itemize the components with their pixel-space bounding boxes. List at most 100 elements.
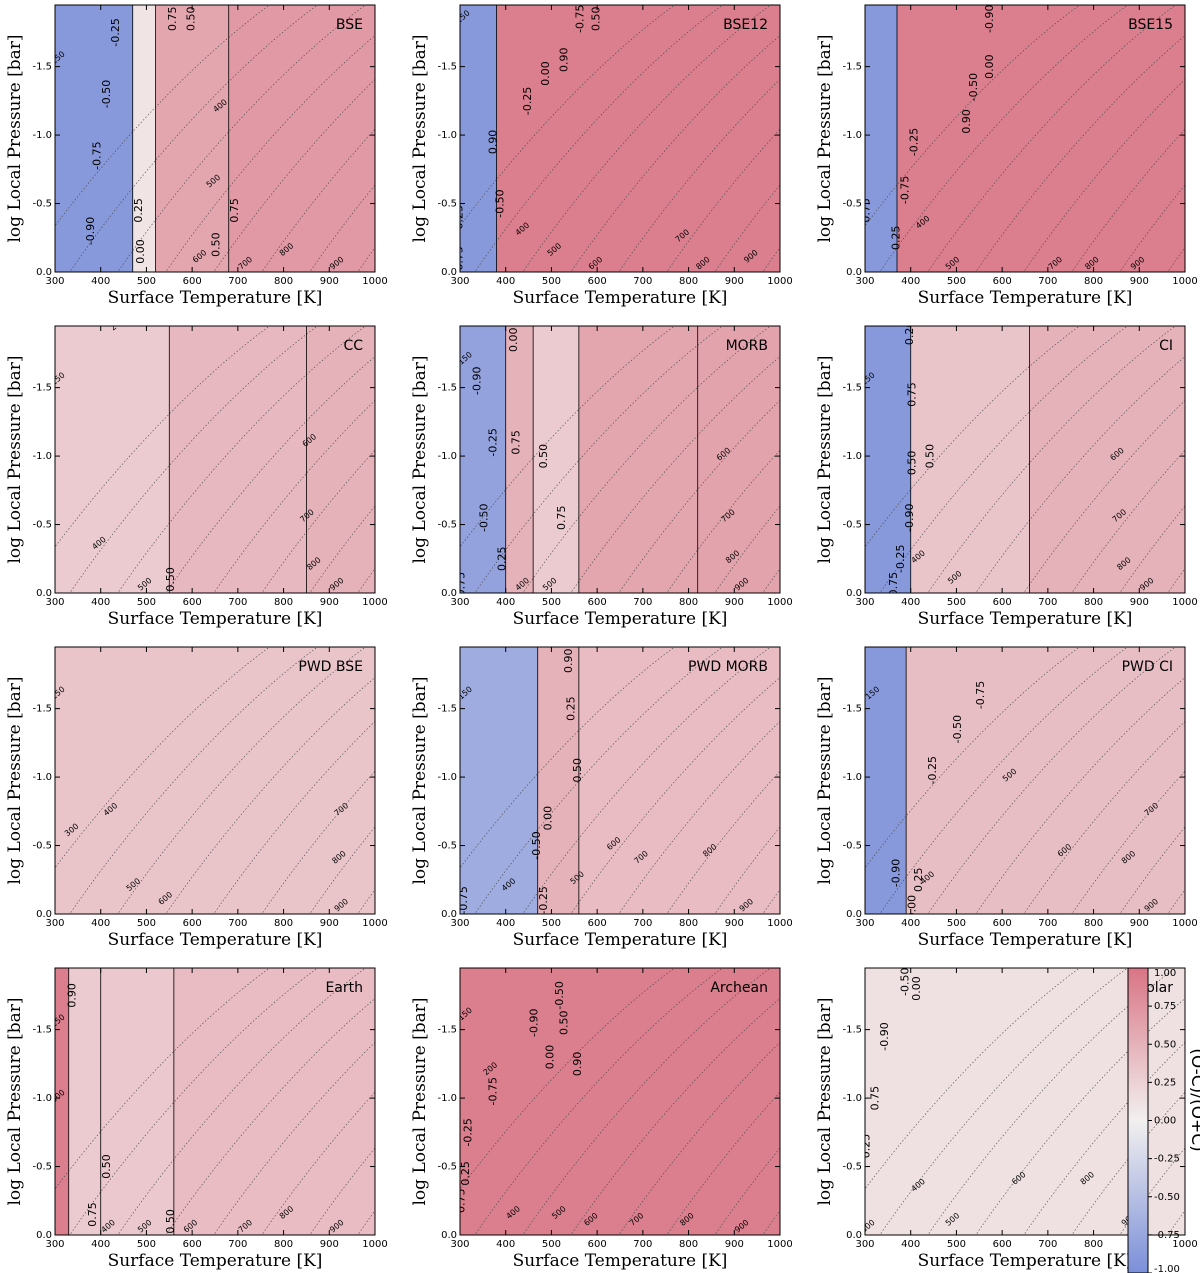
heatmap-base [865, 5, 1185, 272]
axes-frame [54, 646, 376, 915]
x-tick-label: 900 [320, 1239, 339, 1250]
x-tick-label: 400 [901, 1239, 920, 1250]
contour-label: 0.00 [507, 327, 520, 352]
x-tick-label: 700 [633, 276, 652, 287]
y-tick-label: -0.5 [32, 841, 52, 852]
contour-label: 0.50 [589, 6, 602, 31]
panel-title: PWD MORB [688, 659, 768, 675]
colorbar-label: (O-C)/(O+C) [1187, 1048, 1200, 1152]
plot-area: -0.75-0.50-0.25-0.90 0.250.00150400500600… [865, 647, 1185, 914]
contour-label: 0.75 [452, 246, 465, 271]
contour-label: -0.50 [967, 73, 980, 101]
heatmap-region [865, 647, 907, 914]
contour-label: -0.90 [84, 217, 97, 245]
y-tick-label: -1.5 [32, 704, 52, 715]
isotherm-label: 300 [859, 1218, 876, 1235]
contour-label: -0.25 [461, 1118, 474, 1146]
plot-area: -0.90-0.500.000.90-0.25-0.750.250.75 4005… [865, 5, 1185, 272]
y-axis-label: log Local Pressure [bar] [410, 355, 430, 563]
contour-label: -0.75 [974, 681, 987, 709]
contour-label: -0.75 [573, 4, 586, 32]
x-tick-label: 800 [1084, 276, 1103, 287]
x-tick-label: 900 [1130, 918, 1149, 929]
contour-label: 0.25 [459, 1161, 472, 1186]
x-tick-label: 500 [542, 1239, 561, 1250]
isotherm-label: 150 [49, 1012, 66, 1029]
x-tick-label: 800 [679, 597, 698, 608]
x-axis-label: Surface Temperature [K] [513, 1251, 728, 1271]
x-tick-label: 600 [183, 1239, 202, 1250]
contour-label: -0.50 [100, 80, 113, 108]
x-tick-label: 900 [320, 597, 339, 608]
x-tick-label: 500 [542, 597, 561, 608]
x-tick-label: 900 [320, 276, 339, 287]
y-axis-label: log Local Pressure [bar] [410, 34, 430, 242]
x-tick-label: 700 [633, 918, 652, 929]
contour-label: -0.90 [878, 1022, 891, 1050]
y-tick-label: -1.5 [842, 1025, 862, 1036]
contour-label: -0.75 [898, 176, 911, 204]
x-tick-label: 700 [1038, 1239, 1057, 1250]
x-tick-label: 700 [633, 1239, 652, 1250]
y-tick-label: -0.5 [32, 520, 52, 531]
y-axis-label: log Local Pressure [bar] [410, 676, 430, 884]
contour-label: 0.50 [210, 232, 223, 257]
x-tick-label: 800 [274, 1239, 293, 1250]
heatmap-region [132, 5, 156, 272]
x-tick-label: 1000 [362, 918, 387, 929]
x-tick-label: 400 [91, 918, 110, 929]
x-tick-label: 400 [901, 276, 920, 287]
heatmap-base [460, 968, 780, 1235]
heatmap-region [169, 326, 307, 593]
x-tick-label: 1000 [767, 597, 792, 608]
contour-label: 0.25 [889, 226, 902, 251]
y-tick-label: -1.0 [437, 130, 457, 141]
contour-label: 0.25 [564, 696, 577, 721]
x-tick-label: 300 [45, 276, 64, 287]
y-tick-label: 0.0 [36, 267, 52, 278]
x-tick-label: 900 [725, 597, 744, 608]
contour-label: -0.25 [521, 87, 534, 115]
contour-label: -0.50 [493, 189, 506, 217]
contour-label: 0.50 [571, 758, 584, 783]
x-axis-label: Surface Temperature [K] [918, 609, 1133, 629]
y-tick-label: -0.5 [32, 1162, 52, 1173]
contour-label: 0.20 [903, 321, 916, 346]
panel-title: BSE15 [1128, 17, 1173, 33]
axes-frame [459, 325, 781, 594]
x-tick-label: 900 [1130, 276, 1149, 287]
plot-area: -0.75 0.50 -0.25 0.00 0.90 0.90 -0.50 0.25 0.75 1… [452, 4, 780, 272]
contour-label: -0.25 [926, 756, 939, 784]
contour-label: 0.50 [924, 444, 937, 469]
colorbar-tick-label: -0.50 [1154, 1192, 1180, 1203]
x-tick-label: 600 [588, 918, 607, 929]
x-tick-label: 600 [993, 276, 1012, 287]
panel-pwd-ci: -0.75-0.50-0.25-0.90 0.250.00150400500600… [815, 646, 1198, 950]
x-tick-label: 400 [901, 597, 920, 608]
y-tick-label: -0.5 [437, 520, 457, 531]
x-tick-label: 900 [725, 1239, 744, 1250]
x-tick-label: 900 [320, 918, 339, 929]
panel-title: MORB [726, 338, 768, 354]
contour-label: -0.75 [457, 886, 470, 914]
x-tick-label: 900 [725, 276, 744, 287]
y-axis-label: log Local Pressure [bar] [5, 355, 25, 563]
contour-label: 0.75 [905, 382, 918, 407]
plot-area: -0.90 -0.75 -0.50 -0.25 0.25 0.00 0.75 0.50 0.50… [55, 5, 375, 272]
x-tick-label: 600 [588, 1239, 607, 1250]
heatmap-region [68, 968, 101, 1235]
y-tick-label: -0.5 [437, 841, 457, 852]
x-axis-label: Surface Temperature [K] [513, 609, 728, 629]
contour-label: -0.25 [537, 886, 550, 914]
axes-frame [54, 4, 376, 273]
axes-frame [864, 646, 1186, 915]
isotherm-label: 150 [49, 370, 66, 387]
x-axis-label: Surface Temperature [K] [108, 609, 323, 629]
contour-label: -0.90 [889, 859, 902, 887]
x-tick-label: 800 [274, 597, 293, 608]
x-tick-label: 300 [450, 1239, 469, 1250]
y-tick-label: 0.0 [36, 1230, 52, 1241]
heatmap-region [533, 326, 579, 593]
x-tick-label: 500 [137, 276, 156, 287]
